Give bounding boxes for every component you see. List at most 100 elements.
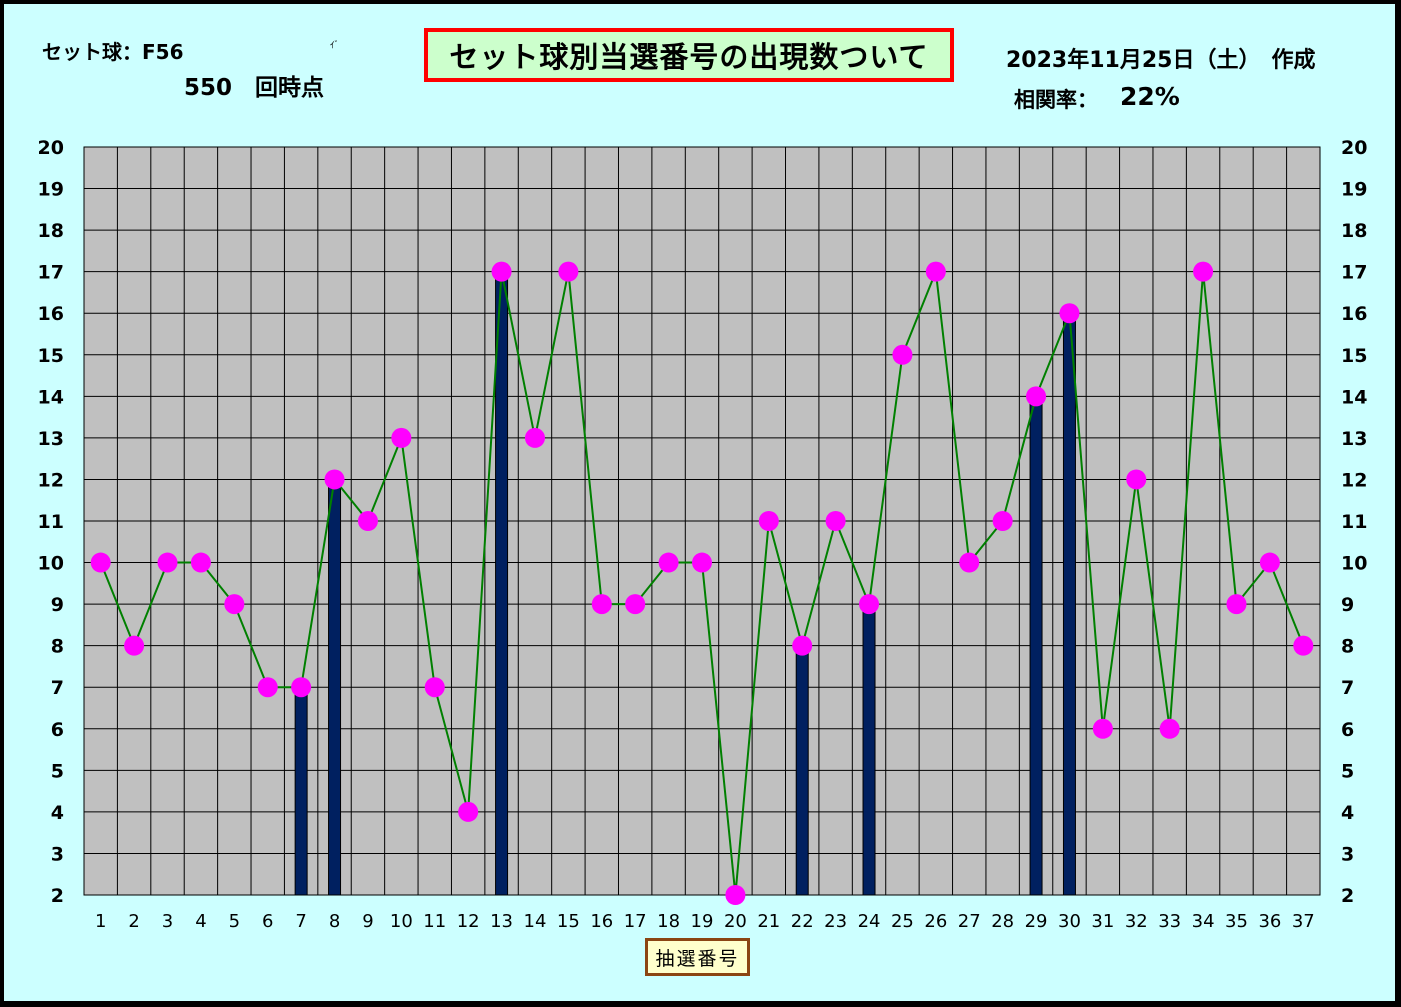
x-tick-label: 36 [1258, 911, 1281, 932]
y-tick-label-right: 11 [1341, 511, 1367, 533]
chart-title-box: セット球別当選番号の出現数ついて [424, 28, 954, 82]
x-tick-label: 35 [1225, 911, 1248, 932]
data-point [959, 552, 980, 573]
data-point [1259, 552, 1280, 573]
y-tick-label-left: 16 [38, 303, 64, 325]
data-point [224, 594, 245, 615]
x-tick-label: 32 [1125, 911, 1148, 932]
data-point [792, 635, 813, 656]
x-tick-label: 10 [390, 911, 413, 932]
y-tick-label-right: 16 [1341, 303, 1367, 325]
data-point [1193, 261, 1214, 282]
y-tick-label-left: 9 [51, 594, 64, 616]
x-tick-label: 37 [1292, 911, 1315, 932]
y-tick-label-right: 5 [1341, 760, 1354, 782]
data-point [1059, 303, 1080, 324]
x-tick-label: 1 [95, 911, 106, 932]
x-tick-label: 29 [1025, 911, 1048, 932]
data-point [1026, 386, 1047, 407]
data-point [1226, 594, 1247, 615]
x-tick-label: 18 [657, 911, 680, 932]
y-tick-label-right: 18 [1341, 220, 1367, 242]
y-tick-label-right: 9 [1341, 594, 1354, 616]
bar [1029, 395, 1043, 896]
y-tick-label-right: 6 [1341, 719, 1354, 741]
y-tick-label-left: 7 [51, 677, 64, 699]
data-point [190, 552, 211, 573]
correlation-value: 22% [1120, 82, 1180, 111]
y-tick-label-right: 3 [1341, 843, 1354, 865]
data-point [692, 552, 712, 573]
y-tick-label-left: 15 [38, 345, 64, 367]
x-tick-label: 7 [295, 911, 306, 932]
x-tick-label: 11 [423, 911, 446, 932]
data-point [625, 594, 646, 615]
y-tick-label-right: 7 [1341, 677, 1354, 699]
x-tick-label: 17 [624, 911, 647, 932]
x-tick-label: 12 [457, 911, 480, 932]
x-tick-label: 34 [1192, 911, 1215, 932]
bar [1062, 312, 1076, 896]
x-tick-label: 14 [524, 911, 547, 932]
y-tick-label-left: 6 [51, 719, 64, 741]
x-tick-label: 4 [195, 911, 206, 932]
x-tick-label: 21 [757, 911, 780, 932]
x-axis-label: 抽選番号 [655, 947, 740, 970]
x-tick-label: 25 [891, 911, 914, 932]
x-tick-label: 15 [557, 911, 580, 932]
x-tick-label: 20 [724, 911, 747, 932]
bar [495, 271, 509, 896]
y-tick-label-right: 4 [1341, 802, 1354, 824]
data-point [992, 511, 1013, 531]
data-point [491, 261, 512, 282]
data-point [357, 511, 378, 531]
x-tick-label: 31 [1091, 911, 1114, 932]
y-tick-label-left: 5 [51, 760, 64, 782]
x-tick-label: 27 [958, 911, 981, 932]
y-tick-label-left: 10 [38, 553, 64, 575]
y-tick-label-right: 17 [1341, 262, 1367, 284]
y-tick-label-right: 10 [1341, 553, 1367, 575]
y-tick-label-right: 12 [1341, 469, 1367, 491]
x-tick-label: 22 [791, 911, 814, 932]
data-point [157, 552, 178, 573]
data-point [124, 635, 145, 656]
data-point [458, 801, 479, 822]
bar [294, 686, 308, 896]
created-date: 2023年11月25日（土） 作成 [1006, 48, 1316, 73]
data-point [859, 594, 880, 615]
x-tick-label: 19 [691, 911, 714, 932]
bar [862, 603, 876, 896]
x-tick-label: 28 [991, 911, 1014, 932]
x-tick-label: 13 [490, 911, 513, 932]
data-point [257, 677, 278, 698]
y-tick-label-left: 2 [51, 885, 64, 907]
set-ball-label: セット球：F56 [42, 40, 184, 64]
data-point [90, 552, 111, 573]
data-point [391, 427, 412, 448]
x-tick-label: 3 [162, 911, 173, 932]
x-tick-label: 23 [824, 911, 847, 932]
y-tick-label-right: 2 [1341, 885, 1354, 907]
bar [795, 645, 809, 896]
y-tick-label-right: 20 [1341, 137, 1367, 159]
y-tick-label-right: 13 [1341, 428, 1367, 450]
data-point [825, 511, 846, 531]
y-tick-label-left: 11 [38, 511, 64, 533]
y-tick-label-left: 14 [38, 386, 64, 408]
data-point [1092, 718, 1113, 739]
data-point [291, 677, 312, 698]
x-tick-label: 6 [262, 911, 273, 932]
y-tick-label-left: 18 [38, 220, 64, 242]
x-axis-label-box: 抽選番号 [645, 938, 750, 976]
data-point [424, 677, 445, 698]
data-point [725, 885, 746, 905]
data-point [1293, 635, 1314, 656]
data-point [558, 261, 579, 282]
correlation-label: 相関率： [1014, 88, 1098, 112]
x-tick-label: 33 [1158, 911, 1181, 932]
x-tick-label: 16 [590, 911, 613, 932]
y-tick-label-left: 13 [38, 428, 64, 450]
x-tick-label: 9 [362, 911, 373, 932]
